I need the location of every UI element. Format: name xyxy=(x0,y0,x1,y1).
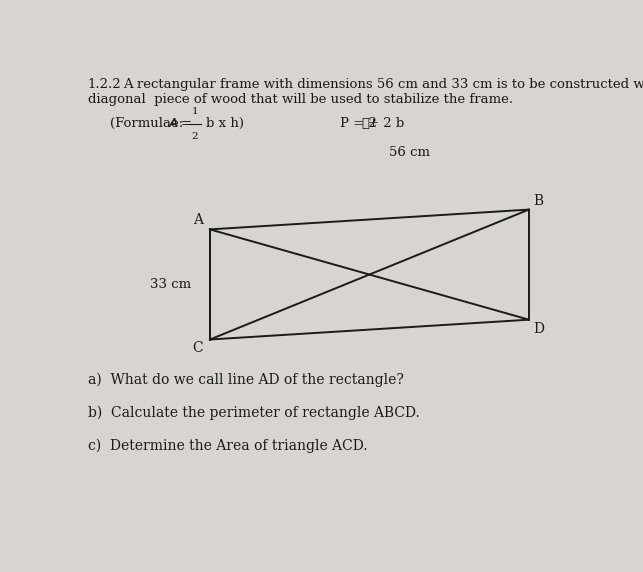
Text: $A =$: $A =$ xyxy=(168,117,192,130)
Text: ℓ: ℓ xyxy=(361,117,370,130)
Text: (Formulae:: (Formulae: xyxy=(111,117,188,130)
Text: c)  Determine the Area of triangle ACD.: c) Determine the Area of triangle ACD. xyxy=(88,439,367,453)
Text: 1.2.2: 1.2.2 xyxy=(88,78,122,92)
Text: b)  Calculate the perimeter of rectangle ABCD.: b) Calculate the perimeter of rectangle … xyxy=(88,406,420,420)
Text: B: B xyxy=(533,194,543,208)
Text: a)  What do we call line AD of the rectangle?: a) What do we call line AD of the rectan… xyxy=(88,372,404,387)
Text: 1: 1 xyxy=(192,107,198,116)
Text: C: C xyxy=(193,341,203,355)
Text: 33 cm: 33 cm xyxy=(150,278,191,291)
Text: 2: 2 xyxy=(192,132,198,141)
Text: A rectangular frame with dimensions 56 cm and 33 cm is to be constructed with a: A rectangular frame with dimensions 56 c… xyxy=(123,78,643,92)
Text: D: D xyxy=(533,321,544,336)
Text: diagonal  piece of wood that will be used to stabilize the frame.: diagonal piece of wood that will be used… xyxy=(88,93,513,106)
Text: 56 cm: 56 cm xyxy=(389,146,430,158)
Text: P = 2: P = 2 xyxy=(340,117,376,130)
Text: A: A xyxy=(194,213,203,228)
Text: + 2 b: + 2 b xyxy=(368,117,404,130)
Text: b x h): b x h) xyxy=(206,117,244,130)
